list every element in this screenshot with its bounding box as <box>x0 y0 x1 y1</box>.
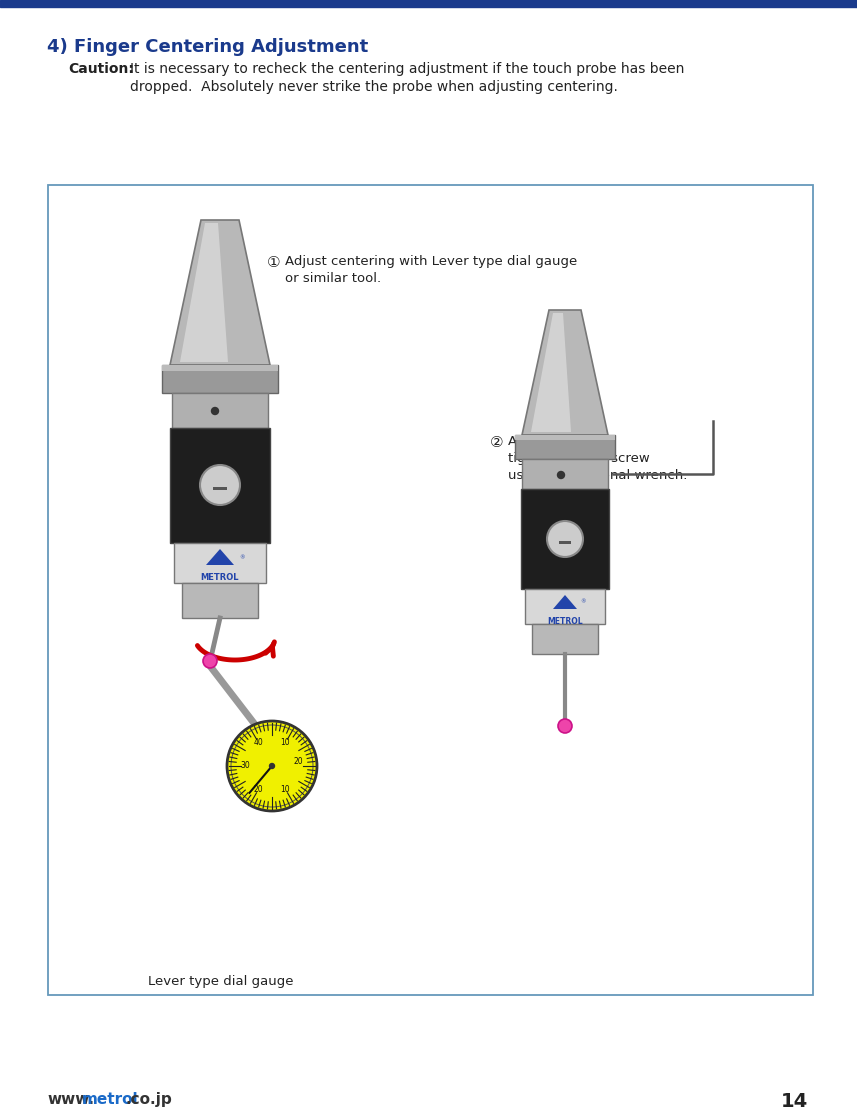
Bar <box>172 393 268 427</box>
Text: 40: 40 <box>254 739 263 747</box>
Text: METROL: METROL <box>547 617 583 626</box>
Text: using a hexagonal wrench.: using a hexagonal wrench. <box>508 469 687 482</box>
Text: metrol: metrol <box>82 1092 139 1107</box>
Text: ®: ® <box>580 599 585 604</box>
Bar <box>162 365 278 393</box>
Bar <box>48 185 813 995</box>
Text: It is necessary to recheck the centering adjustment if the touch probe has been: It is necessary to recheck the centering… <box>130 62 685 76</box>
Bar <box>522 459 608 489</box>
Circle shape <box>269 763 274 769</box>
Text: 10: 10 <box>281 739 291 747</box>
Polygon shape <box>180 223 228 363</box>
Text: Adjust centering with Lever type dial gauge: Adjust centering with Lever type dial ga… <box>285 255 578 267</box>
Bar <box>532 624 598 653</box>
Bar <box>525 589 605 624</box>
Circle shape <box>558 720 572 733</box>
Text: ①: ① <box>267 255 280 270</box>
Bar <box>515 435 615 459</box>
Polygon shape <box>553 595 577 609</box>
Bar <box>559 540 571 544</box>
Text: ®: ® <box>239 555 245 560</box>
Text: 10: 10 <box>281 784 291 793</box>
Polygon shape <box>522 310 608 435</box>
Circle shape <box>203 653 217 668</box>
Bar <box>521 489 609 589</box>
Bar <box>170 427 270 543</box>
Text: After adjusting,: After adjusting, <box>508 435 610 448</box>
Polygon shape <box>206 549 234 565</box>
Bar <box>162 365 278 372</box>
Polygon shape <box>170 220 270 365</box>
Text: Caution:: Caution: <box>68 62 134 76</box>
Text: 20: 20 <box>294 756 303 765</box>
Text: .co.jp: .co.jp <box>126 1092 173 1107</box>
Text: ②: ② <box>490 435 504 450</box>
Text: METROL: METROL <box>201 573 239 582</box>
Text: or similar tool.: or similar tool. <box>285 272 381 285</box>
Circle shape <box>200 466 240 505</box>
Bar <box>174 543 266 583</box>
Text: 4) Finger Centering Adjustment: 4) Finger Centering Adjustment <box>47 38 369 56</box>
Circle shape <box>558 471 565 479</box>
Polygon shape <box>531 313 571 432</box>
Bar <box>182 583 258 618</box>
Circle shape <box>547 521 583 557</box>
Text: 30: 30 <box>240 762 250 771</box>
Bar <box>213 487 227 490</box>
Text: 20: 20 <box>254 784 263 793</box>
Text: www.: www. <box>47 1092 94 1107</box>
Text: 14: 14 <box>781 1092 808 1111</box>
Text: tighten the set screw: tighten the set screw <box>508 452 650 466</box>
Text: dropped.  Absolutely never strike the probe when adjusting centering.: dropped. Absolutely never strike the pro… <box>130 79 618 94</box>
Text: Lever type dial gauge: Lever type dial gauge <box>148 975 293 988</box>
Bar <box>515 435 615 440</box>
Circle shape <box>227 721 317 811</box>
Bar <box>0 0 857 7</box>
Circle shape <box>212 407 219 414</box>
